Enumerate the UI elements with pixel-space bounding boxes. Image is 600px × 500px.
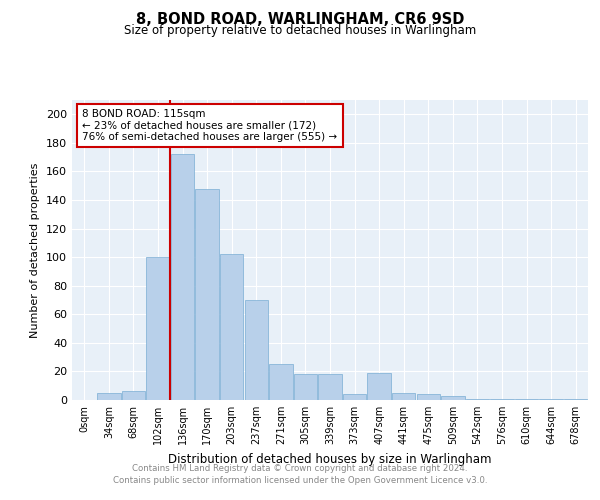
Bar: [294, 374, 317, 400]
Bar: [441, 396, 464, 400]
Bar: [245, 300, 268, 400]
Bar: [564, 398, 587, 400]
Bar: [466, 398, 489, 400]
Bar: [367, 373, 391, 400]
Bar: [539, 398, 563, 400]
Y-axis label: Number of detached properties: Number of detached properties: [31, 162, 40, 338]
Bar: [97, 393, 121, 400]
Bar: [220, 254, 244, 400]
Bar: [269, 364, 293, 400]
Bar: [416, 394, 440, 400]
Bar: [343, 394, 366, 400]
Text: 8, BOND ROAD, WARLINGHAM, CR6 9SD: 8, BOND ROAD, WARLINGHAM, CR6 9SD: [136, 12, 464, 28]
Text: Contains public sector information licensed under the Open Government Licence v3: Contains public sector information licen…: [113, 476, 487, 485]
Bar: [122, 392, 145, 400]
Bar: [319, 374, 341, 400]
Text: Size of property relative to detached houses in Warlingham: Size of property relative to detached ho…: [124, 24, 476, 37]
Bar: [392, 393, 415, 400]
Bar: [490, 398, 514, 400]
Bar: [196, 188, 219, 400]
Bar: [146, 257, 170, 400]
Bar: [515, 398, 538, 400]
Bar: [171, 154, 194, 400]
Text: 8 BOND ROAD: 115sqm
← 23% of detached houses are smaller (172)
76% of semi-detac: 8 BOND ROAD: 115sqm ← 23% of detached ho…: [82, 109, 337, 142]
Text: Contains HM Land Registry data © Crown copyright and database right 2024.: Contains HM Land Registry data © Crown c…: [132, 464, 468, 473]
X-axis label: Distribution of detached houses by size in Warlingham: Distribution of detached houses by size …: [168, 452, 492, 466]
